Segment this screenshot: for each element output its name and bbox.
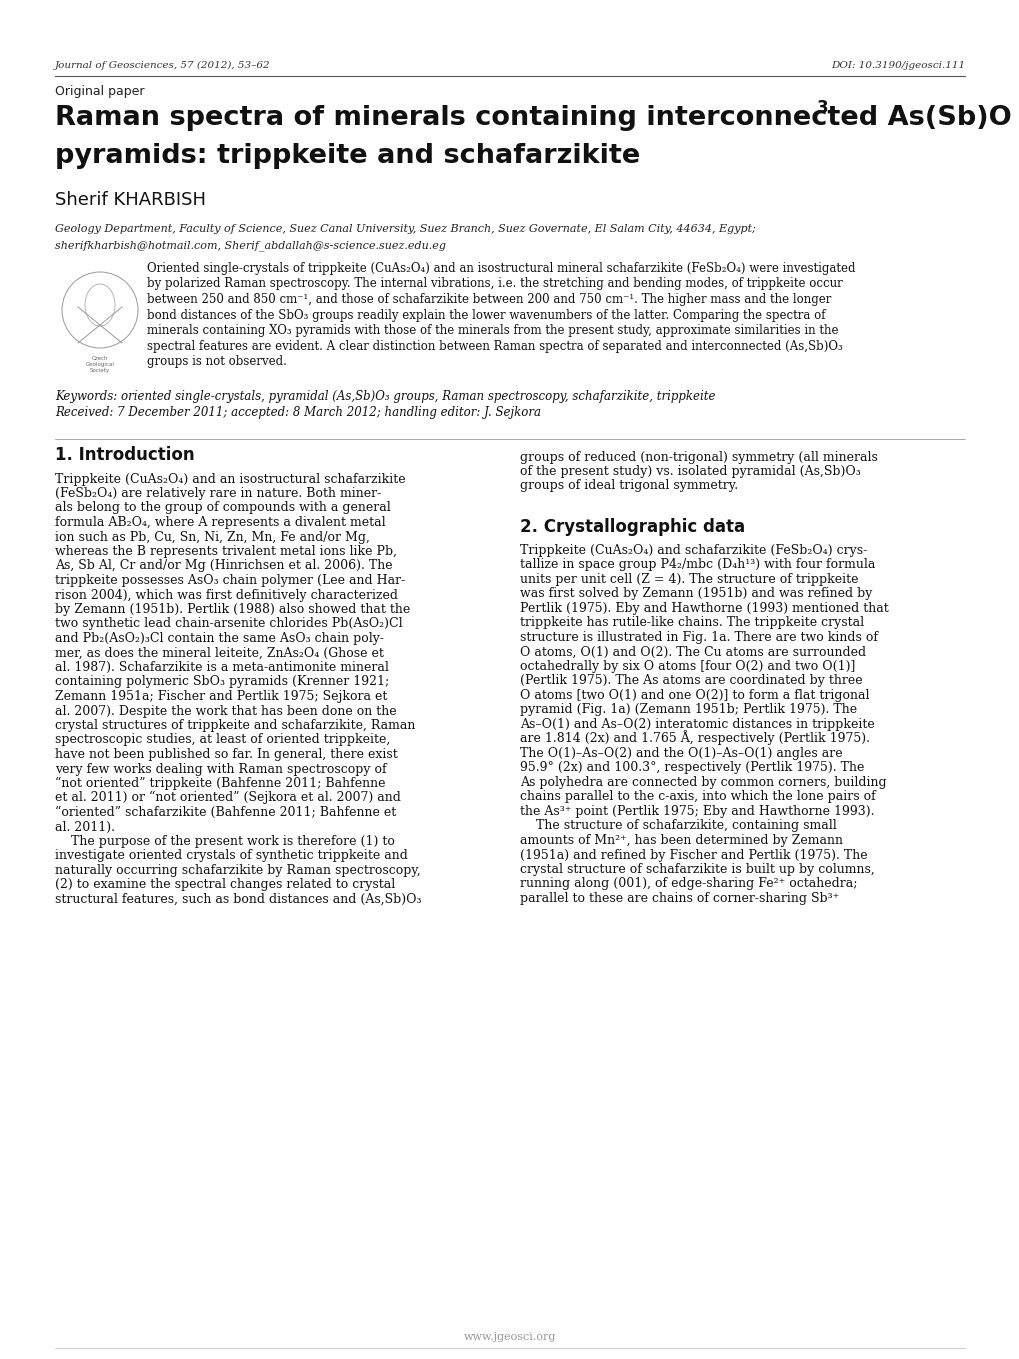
Text: pyramid (Fig. 1a) (Zemann 1951b; Pertlik 1975). The: pyramid (Fig. 1a) (Zemann 1951b; Pertlik… bbox=[520, 704, 856, 716]
Text: crystal structure of schafarzikite is built up by columns,: crystal structure of schafarzikite is bu… bbox=[520, 863, 874, 877]
Text: Zemann 1951a; Fischer and Pertlik 1975; Sejkora et: Zemann 1951a; Fischer and Pertlik 1975; … bbox=[55, 690, 387, 703]
Text: of the present study) vs. isolated pyramidal (As,Sb)O₃: of the present study) vs. isolated pyram… bbox=[520, 465, 860, 478]
Text: groups is not observed.: groups is not observed. bbox=[147, 355, 286, 368]
Text: Geology Department, Faculty of Science, Suez Canal University, Suez Branch, Suez: Geology Department, Faculty of Science, … bbox=[55, 224, 755, 234]
Text: The O(1)–As–O(2) and the O(1)–As–O(1) angles are: The O(1)–As–O(2) and the O(1)–As–O(1) an… bbox=[520, 747, 842, 760]
Text: sherifkharbish@hotmail.com, Sherif_abdallah@s-science.suez.edu.eg: sherifkharbish@hotmail.com, Sherif_abdal… bbox=[55, 241, 445, 250]
Text: (FeSb₂O₄) are relatively rare in nature. Both miner-: (FeSb₂O₄) are relatively rare in nature.… bbox=[55, 487, 381, 500]
Text: units per unit cell (Z = 4). The structure of trippkeite: units per unit cell (Z = 4). The structu… bbox=[520, 573, 858, 586]
Text: Keywords: oriented single-crystals, pyramidal (As,Sb)O₃ groups, Raman spectrosco: Keywords: oriented single-crystals, pyra… bbox=[55, 390, 714, 404]
Text: www.jgeosci.org: www.jgeosci.org bbox=[464, 1332, 555, 1341]
Text: pyramids: trippkeite and schafarzikite: pyramids: trippkeite and schafarzikite bbox=[55, 143, 640, 169]
Text: “oriented” schafarzikite (Bahfenne 2011; Bahfenne et: “oriented” schafarzikite (Bahfenne 2011;… bbox=[55, 806, 395, 819]
Text: groups of ideal trigonal symmetry.: groups of ideal trigonal symmetry. bbox=[520, 480, 738, 492]
Text: spectroscopic studies, at least of oriented trippkeite,: spectroscopic studies, at least of orien… bbox=[55, 734, 390, 746]
Text: are 1.814 (2x) and 1.765 Å, respectively (Pertlik 1975).: are 1.814 (2x) and 1.765 Å, respectively… bbox=[520, 731, 869, 746]
Text: crystal structures of trippkeite and schafarzikite, Raman: crystal structures of trippkeite and sch… bbox=[55, 719, 415, 733]
Text: (1951a) and refined by Fischer and Pertlik (1975). The: (1951a) and refined by Fischer and Pertl… bbox=[520, 848, 867, 862]
Text: The structure of schafarzikite, containing small: The structure of schafarzikite, containi… bbox=[520, 819, 836, 833]
Text: al. 2011).: al. 2011). bbox=[55, 821, 115, 833]
Text: 95.9° (2x) and 100.3°, respectively (Pertlik 1975). The: 95.9° (2x) and 100.3°, respectively (Per… bbox=[520, 761, 863, 775]
Text: The purpose of the present work is therefore (1) to: The purpose of the present work is there… bbox=[55, 834, 394, 848]
Text: the As³⁺ point (Pertlik 1975; Eby and Hawthorne 1993).: the As³⁺ point (Pertlik 1975; Eby and Ha… bbox=[520, 805, 873, 818]
Text: As–O(1) and As–O(2) interatomic distances in trippkeite: As–O(1) and As–O(2) interatomic distance… bbox=[520, 718, 874, 731]
Text: chains parallel to the c-axis, into which the lone pairs of: chains parallel to the c-axis, into whic… bbox=[520, 791, 875, 803]
Text: tallize in space group P4₂/mbc (D₄h¹³) with four formula: tallize in space group P4₂/mbc (D₄h¹³) w… bbox=[520, 559, 874, 572]
Text: bond distances of the SbO₃ groups readily explain the lower wavenumbers of the l: bond distances of the SbO₃ groups readil… bbox=[147, 308, 824, 322]
Text: running along (001), of edge-sharing Fe²⁺ octahedra;: running along (001), of edge-sharing Fe²… bbox=[520, 878, 857, 890]
Text: octahedrally by six O atoms [four O(2) and two O(1)]: octahedrally by six O atoms [four O(2) a… bbox=[520, 660, 855, 673]
Text: structure is illustrated in Fig. 1a. There are two kinds of: structure is illustrated in Fig. 1a. The… bbox=[520, 631, 877, 644]
Text: whereas the B represents trivalent metal ions like Pb,: whereas the B represents trivalent metal… bbox=[55, 545, 396, 559]
Text: Oriented single-crystals of trippkeite (CuAs₂O₄) and an isostructural mineral sc: Oriented single-crystals of trippkeite (… bbox=[147, 262, 855, 275]
Text: Trippkeite (CuAs₂O₄) and schafarzikite (FeSb₂O₄) crys-: Trippkeite (CuAs₂O₄) and schafarzikite (… bbox=[520, 544, 866, 557]
Text: Received: 7 December 2011; accepted: 8 March 2012; handling editor: J. Sejkora: Received: 7 December 2011; accepted: 8 M… bbox=[55, 406, 540, 420]
Text: O atoms, O(1) and O(2). The Cu atoms are surrounded: O atoms, O(1) and O(2). The Cu atoms are… bbox=[520, 646, 865, 659]
Text: 1. Introduction: 1. Introduction bbox=[55, 447, 195, 465]
Text: Raman spectra of minerals containing interconnected As(Sb)O: Raman spectra of minerals containing int… bbox=[55, 105, 1011, 130]
Text: between 250 and 850 cm⁻¹, and those of schafarzikite between 200 and 750 cm⁻¹. T: between 250 and 850 cm⁻¹, and those of s… bbox=[147, 294, 830, 306]
Text: trippkeite has rutile-like chains. The trippkeite crystal: trippkeite has rutile-like chains. The t… bbox=[520, 617, 863, 629]
Text: containing polymeric SbO₃ pyramids (Krenner 1921;: containing polymeric SbO₃ pyramids (Kren… bbox=[55, 675, 389, 689]
Text: formula AB₂O₄, where A represents a divalent metal: formula AB₂O₄, where A represents a diva… bbox=[55, 516, 385, 529]
Text: Journal of Geosciences, 57 (2012), 53–62: Journal of Geosciences, 57 (2012), 53–62 bbox=[55, 61, 270, 71]
Text: al. 2007). Despite the work that has been done on the: al. 2007). Despite the work that has bee… bbox=[55, 704, 396, 718]
Text: (Pertlik 1975). The As atoms are coordinated by three: (Pertlik 1975). The As atoms are coordin… bbox=[520, 674, 862, 688]
Text: al. 1987). Schafarzikite is a meta-antimonite mineral: al. 1987). Schafarzikite is a meta-antim… bbox=[55, 660, 388, 674]
Text: investigate oriented crystals of synthetic trippkeite and: investigate oriented crystals of synthet… bbox=[55, 849, 408, 863]
Text: by Zemann (1951b). Pertlik (1988) also showed that the: by Zemann (1951b). Pertlik (1988) also s… bbox=[55, 603, 410, 616]
Text: have not been published so far. In general, there exist: have not been published so far. In gener… bbox=[55, 747, 397, 761]
Text: ion such as Pb, Cu, Sn, Ni, Zn, Mn, Fe and/or Mg,: ion such as Pb, Cu, Sn, Ni, Zn, Mn, Fe a… bbox=[55, 530, 370, 544]
Text: and Pb₂(AsO₂)₃Cl contain the same AsO₃ chain poly-: and Pb₂(AsO₂)₃Cl contain the same AsO₃ c… bbox=[55, 632, 383, 646]
Text: als belong to the group of compounds with a general: als belong to the group of compounds wit… bbox=[55, 501, 390, 515]
Text: amounts of Mn²⁺, has been determined by Zemann: amounts of Mn²⁺, has been determined by … bbox=[520, 834, 842, 847]
Text: spectral features are evident. A clear distinction between Raman spectra of sepa: spectral features are evident. A clear d… bbox=[147, 340, 842, 352]
Text: As polyhedra are connected by common corners, building: As polyhedra are connected by common cor… bbox=[520, 776, 886, 790]
Text: 2. Crystallographic data: 2. Crystallographic data bbox=[520, 518, 745, 535]
Text: minerals containing XO₃ pyramids with those of the minerals from the present stu: minerals containing XO₃ pyramids with th… bbox=[147, 323, 838, 337]
Text: structural features, such as bond distances and (As,Sb)O₃: structural features, such as bond distan… bbox=[55, 893, 421, 906]
Text: (2) to examine the spectral changes related to crystal: (2) to examine the spectral changes rela… bbox=[55, 878, 395, 892]
Text: parallel to these are chains of corner-sharing Sb³⁺: parallel to these are chains of corner-s… bbox=[520, 892, 839, 905]
Text: naturally occurring schafarzikite by Raman spectroscopy,: naturally occurring schafarzikite by Ram… bbox=[55, 864, 421, 877]
Text: Czech
Geological
Society: Czech Geological Society bbox=[86, 356, 114, 372]
Text: mer, as does the mineral leiteite, ZnAs₂O₄ (Ghose et: mer, as does the mineral leiteite, ZnAs₂… bbox=[55, 647, 383, 659]
Text: rison 2004), which was first definitively characterized: rison 2004), which was first definitivel… bbox=[55, 588, 397, 602]
Text: et al. 2011) or “not oriented” (Sejkora et al. 2007) and: et al. 2011) or “not oriented” (Sejkora … bbox=[55, 791, 400, 805]
Text: Trippkeite (CuAs₂O₄) and an isostructural schafarzikite: Trippkeite (CuAs₂O₄) and an isostructura… bbox=[55, 473, 406, 485]
Text: Original paper: Original paper bbox=[55, 86, 145, 98]
Text: Sherif KHARBISH: Sherif KHARBISH bbox=[55, 192, 206, 209]
Text: O atoms [two O(1) and one O(2)] to form a flat trigonal: O atoms [two O(1) and one O(2)] to form … bbox=[520, 689, 868, 703]
Text: was first solved by Zemann (1951b) and was refined by: was first solved by Zemann (1951b) and w… bbox=[520, 587, 871, 601]
Text: As, Sb Al, Cr and/or Mg (Hinrichsen et al. 2006). The: As, Sb Al, Cr and/or Mg (Hinrichsen et a… bbox=[55, 560, 392, 572]
Text: trippkeite possesses AsO₃ chain polymer (Lee and Har-: trippkeite possesses AsO₃ chain polymer … bbox=[55, 573, 405, 587]
Text: by polarized Raman spectroscopy. The internal vibrations, i.e. the stretching an: by polarized Raman spectroscopy. The int… bbox=[147, 277, 842, 291]
Text: DOI: 10.3190/jgeosci.111: DOI: 10.3190/jgeosci.111 bbox=[830, 61, 964, 71]
Text: very few works dealing with Raman spectroscopy of: very few works dealing with Raman spectr… bbox=[55, 762, 386, 776]
Text: two synthetic lead chain-arsenite chlorides Pb(AsO₂)Cl: two synthetic lead chain-arsenite chlori… bbox=[55, 617, 403, 631]
Text: 3: 3 bbox=[816, 99, 827, 117]
Text: groups of reduced (non-trigonal) symmetry (all minerals: groups of reduced (non-trigonal) symmetr… bbox=[520, 450, 877, 463]
Text: Pertlik (1975). Eby and Hawthorne (1993) mentioned that: Pertlik (1975). Eby and Hawthorne (1993)… bbox=[520, 602, 888, 616]
Text: “not oriented” trippkeite (Bahfenne 2011; Bahfenne: “not oriented” trippkeite (Bahfenne 2011… bbox=[55, 777, 385, 790]
